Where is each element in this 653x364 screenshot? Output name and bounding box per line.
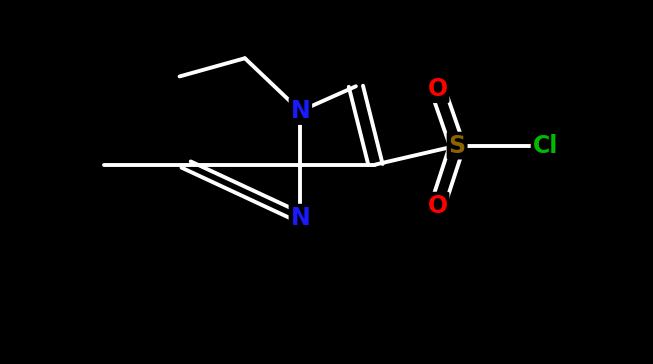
- Text: N: N: [291, 99, 310, 123]
- Text: Cl: Cl: [533, 134, 558, 158]
- Text: S: S: [449, 134, 466, 158]
- Text: O: O: [428, 77, 447, 101]
- Text: N: N: [291, 206, 310, 230]
- Text: O: O: [428, 194, 447, 218]
